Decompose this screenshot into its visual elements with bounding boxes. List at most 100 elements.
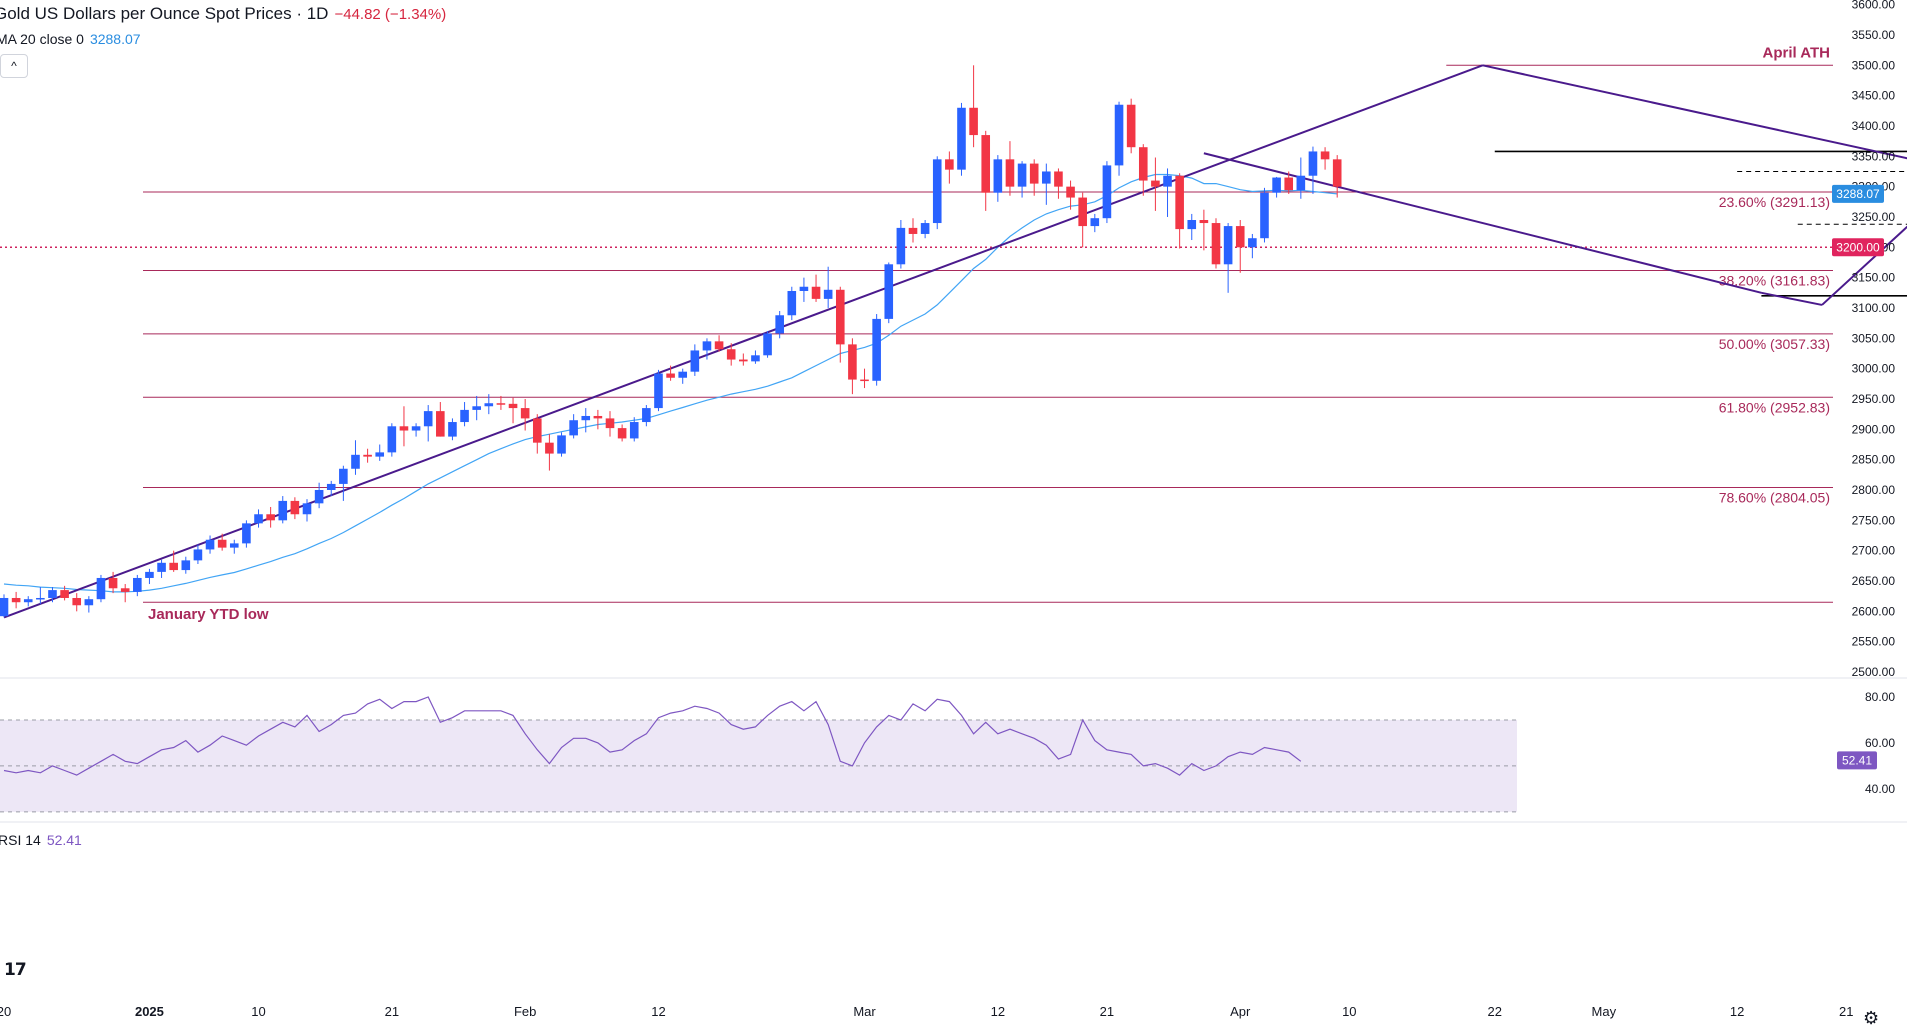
candle-body bbox=[1260, 192, 1269, 239]
candle-body bbox=[1151, 180, 1160, 187]
candle bbox=[1066, 180, 1075, 210]
candle-body bbox=[399, 426, 409, 431]
candle-body bbox=[314, 489, 324, 504]
candle bbox=[969, 65, 978, 148]
candle bbox=[23, 596, 33, 607]
price-tick-label: 3150.00 bbox=[1852, 271, 1896, 285]
chart-title: Gold US Dollars per Ounce Spot Prices · … bbox=[0, 4, 446, 24]
candle-body bbox=[229, 543, 239, 548]
price-tick-label: 2950.00 bbox=[1852, 392, 1896, 406]
candle-body bbox=[945, 159, 954, 170]
candle bbox=[811, 274, 821, 302]
ma20-line bbox=[3, 173, 1338, 593]
time-tick-label: 20 bbox=[0, 1004, 11, 1019]
candle bbox=[1017, 161, 1027, 198]
level-label: 78.60% (2804.05) bbox=[1719, 490, 1830, 506]
price-tick-label: 3250.00 bbox=[1852, 210, 1896, 224]
time-tick-label: Feb bbox=[514, 1004, 536, 1019]
candle bbox=[326, 480, 336, 497]
rsi-tick-label: 80.00 bbox=[1865, 690, 1895, 704]
candle bbox=[399, 406, 409, 447]
price-tag bbox=[1832, 238, 1884, 257]
candle-body bbox=[1066, 186, 1075, 198]
candle bbox=[229, 539, 239, 554]
candle-body bbox=[605, 418, 615, 429]
candle-body bbox=[0, 597, 9, 617]
candle-body bbox=[860, 379, 869, 382]
level-label: 61.80% (2952.83) bbox=[1719, 399, 1830, 415]
candle bbox=[920, 220, 930, 239]
candle bbox=[1308, 146, 1318, 194]
time-tick-label: 21 bbox=[385, 1004, 399, 1019]
candle-body bbox=[290, 500, 300, 515]
candle bbox=[569, 414, 578, 439]
candle bbox=[0, 594, 9, 618]
candle bbox=[593, 409, 603, 430]
level-label: 23.60% (3291.13) bbox=[1719, 194, 1830, 210]
candle-body bbox=[1017, 163, 1027, 187]
candle-body bbox=[969, 107, 978, 136]
fib-levels: April ATH 23.60% (3291.13) 38.20% (3161.83… bbox=[0, 44, 1907, 623]
candle bbox=[1272, 176, 1281, 198]
candle bbox=[1163, 168, 1172, 217]
tradingview-logo-icon[interactable]: 17 bbox=[4, 960, 27, 980]
candle bbox=[266, 506, 275, 528]
candle bbox=[302, 499, 312, 522]
price-tick-label: 2850.00 bbox=[1852, 453, 1896, 467]
candle bbox=[654, 369, 663, 412]
candle bbox=[884, 262, 894, 324]
candle-body bbox=[617, 428, 627, 439]
candle-body bbox=[84, 599, 94, 606]
candle-body bbox=[242, 523, 251, 544]
candle-body bbox=[375, 452, 385, 457]
gear-icon[interactable]: ⚙ bbox=[1863, 1008, 1880, 1028]
candle-body bbox=[993, 159, 1003, 193]
symbol-title: Gold US Dollars per Ounce Spot Prices · … bbox=[0, 4, 329, 23]
price-tick-label: 2550.00 bbox=[1852, 635, 1896, 649]
price-axis[interactable]: 2500.00 2550.00 2600.00 2650.00 2700.00 2750.… bbox=[1832, 0, 1895, 796]
candle bbox=[605, 411, 615, 437]
ma-label: MA 20 close 0 bbox=[0, 31, 84, 47]
candle bbox=[1332, 155, 1342, 198]
ma20-path bbox=[3, 173, 1338, 593]
candle bbox=[1320, 147, 1330, 170]
candle bbox=[702, 338, 712, 360]
candle-body bbox=[411, 426, 421, 431]
time-tick-label: 12 bbox=[991, 1004, 1005, 1019]
candle-body bbox=[1102, 165, 1112, 219]
candle-body bbox=[726, 349, 736, 360]
candle bbox=[1078, 192, 1087, 248]
candle-body bbox=[835, 289, 845, 345]
candle bbox=[169, 550, 178, 572]
candle bbox=[726, 343, 736, 366]
candle bbox=[120, 584, 130, 603]
ma-legend[interactable]: MA 20 close 0 3288.07 bbox=[0, 31, 141, 47]
candle-body bbox=[266, 514, 275, 521]
candle-body bbox=[302, 503, 312, 515]
candle-body bbox=[181, 560, 191, 571]
candle-body bbox=[1114, 104, 1124, 166]
time-axis[interactable]: 2020251021Feb12Mar1221Apr1022May1221Jun8… bbox=[0, 1004, 1907, 1019]
candle bbox=[751, 350, 760, 364]
candle bbox=[981, 130, 991, 211]
candle bbox=[108, 571, 118, 594]
rsi-legend[interactable]: RSI 14 52.41 bbox=[0, 832, 82, 848]
channel-line bbox=[3, 64, 1483, 619]
candle-body bbox=[629, 422, 639, 439]
chevron-up-icon: ^ bbox=[11, 59, 17, 73]
price-change: −44.82 (−1.34%) bbox=[334, 6, 447, 23]
price-tick-label: 2700.00 bbox=[1852, 544, 1896, 558]
candle bbox=[314, 482, 324, 509]
candle bbox=[1054, 168, 1063, 199]
candle-body bbox=[787, 290, 797, 316]
candle bbox=[60, 585, 69, 601]
candle-body bbox=[920, 223, 930, 234]
candle bbox=[739, 353, 748, 366]
collapse-legend-button[interactable]: ^ bbox=[0, 54, 28, 78]
time-tick-label: 2025 bbox=[135, 1004, 164, 1019]
candle bbox=[1260, 187, 1269, 243]
candle bbox=[278, 496, 288, 524]
candle-body bbox=[11, 597, 21, 603]
price-tick-label: 2800.00 bbox=[1852, 483, 1896, 497]
